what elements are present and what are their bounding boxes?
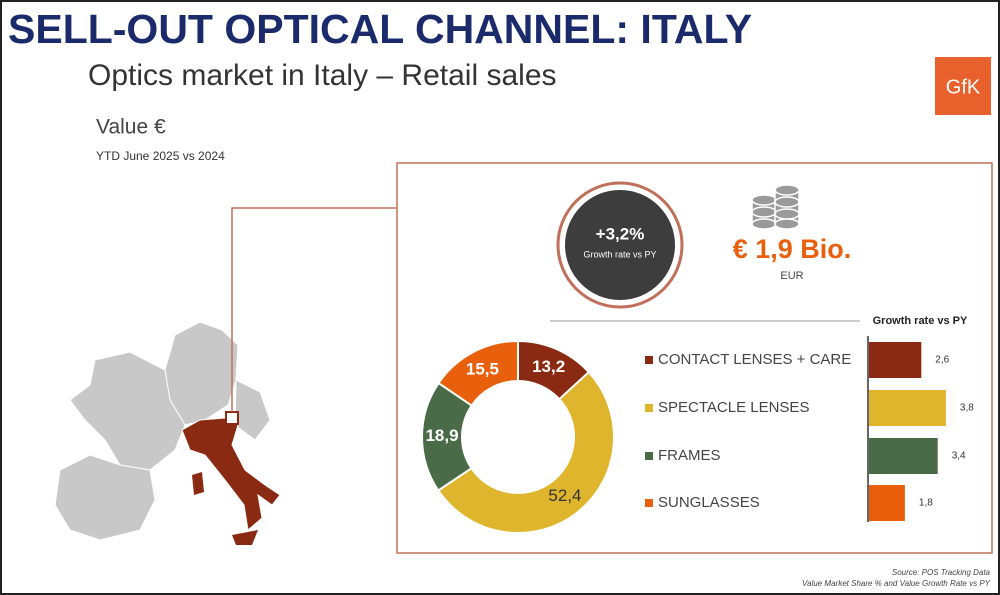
bar-value-label: 1,8 <box>919 498 933 509</box>
footer-source: Source: POS Tracking Data <box>892 568 991 577</box>
period: YTD June 2025 vs 2024 <box>96 149 225 163</box>
title: SELL-OUT OPTICAL CHANNEL: ITALY <box>8 6 752 52</box>
bar <box>868 390 946 426</box>
bar <box>868 485 905 521</box>
kpi-total: € 1,9 Bio. <box>733 234 852 264</box>
legend-swatch <box>645 499 653 507</box>
legend-swatch <box>645 404 653 412</box>
map <box>54 207 397 545</box>
kpi-circle <box>565 190 675 300</box>
donut-segment <box>436 370 615 534</box>
bar-value-label: 2,6 <box>935 355 949 366</box>
donut-label: 15,5 <box>466 359 499 378</box>
donut-label: 52,4 <box>548 486 581 505</box>
donut-label: 13,2 <box>532 357 565 376</box>
measure: Value € <box>96 116 166 139</box>
kpi-growth: +3,2% <box>596 224 645 243</box>
bar-value-label: 3,4 <box>952 451 966 462</box>
legend-label: SPECTACLE LENSES <box>658 399 809 416</box>
bar-value-label: 3,8 <box>960 403 974 414</box>
donut-label: 18,9 <box>425 426 458 445</box>
legend-label: FRAMES <box>658 447 721 464</box>
coins-icon <box>751 184 800 230</box>
footer-note: Value Market Share % and Value Growth Ra… <box>802 579 991 588</box>
kpi-currency: EUR <box>780 270 803 282</box>
legend-label: SUNGLASSES <box>658 494 760 511</box>
logo-box <box>935 57 991 115</box>
logo: GfK <box>946 76 981 98</box>
donut-segment <box>437 339 519 407</box>
kpi-ring <box>556 181 684 309</box>
subtitle: Optics market in Italy – Retail sales <box>88 59 557 92</box>
bar-chart-title: Growth rate vs PY <box>873 315 968 327</box>
legend-swatch <box>645 356 653 364</box>
legend-swatch <box>645 452 653 460</box>
bar <box>868 342 922 378</box>
panel <box>396 162 993 554</box>
bar <box>868 438 938 474</box>
legend-label: CONTACT LENSES + CARE <box>658 351 851 368</box>
kpi-growth-label: Growth rate vs PY <box>583 249 656 259</box>
